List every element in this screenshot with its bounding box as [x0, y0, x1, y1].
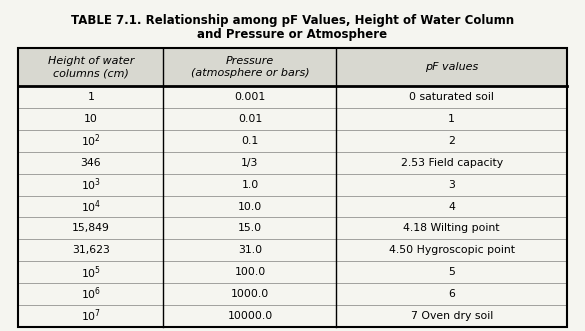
- Text: 2: 2: [448, 136, 455, 146]
- Text: 1000.0: 1000.0: [231, 289, 269, 299]
- Text: Height of water
columns (cm): Height of water columns (cm): [47, 56, 134, 78]
- Text: 10$^6$: 10$^6$: [81, 286, 101, 303]
- Text: 3: 3: [448, 180, 455, 190]
- Text: TABLE 7.1. Relationship among pF Values, Height of Water Column: TABLE 7.1. Relationship among pF Values,…: [71, 14, 514, 27]
- Text: and Pressure or Atmosphere: and Pressure or Atmosphere: [198, 28, 387, 41]
- Text: 31.0: 31.0: [238, 245, 262, 255]
- Text: 10$^5$: 10$^5$: [81, 264, 101, 281]
- Bar: [163, 48, 336, 86]
- Text: 10$^4$: 10$^4$: [81, 198, 101, 215]
- Text: 1.0: 1.0: [242, 180, 259, 190]
- Text: 10: 10: [84, 114, 98, 124]
- Text: 1: 1: [448, 114, 455, 124]
- Text: 7 Oven dry soil: 7 Oven dry soil: [411, 311, 493, 321]
- Bar: [336, 48, 567, 86]
- Text: 4.50 Hygroscopic point: 4.50 Hygroscopic point: [388, 245, 515, 255]
- Text: 10000.0: 10000.0: [228, 311, 273, 321]
- Text: 5: 5: [448, 267, 455, 277]
- Text: 10$^3$: 10$^3$: [81, 176, 101, 193]
- Text: 10$^7$: 10$^7$: [81, 308, 101, 324]
- Text: 0.01: 0.01: [238, 114, 262, 124]
- Text: Pressure
(atmosphere or bars): Pressure (atmosphere or bars): [191, 56, 309, 78]
- Text: 15,849: 15,849: [72, 223, 109, 233]
- Text: pF values: pF values: [425, 62, 479, 72]
- Text: 0.1: 0.1: [242, 136, 259, 146]
- Text: 346: 346: [80, 158, 101, 168]
- Text: 1: 1: [87, 92, 94, 102]
- Text: 1/3: 1/3: [241, 158, 259, 168]
- Text: 0 saturated soil: 0 saturated soil: [410, 92, 494, 102]
- Text: 100.0: 100.0: [235, 267, 266, 277]
- Text: 0.001: 0.001: [235, 92, 266, 102]
- Text: 15.0: 15.0: [238, 223, 262, 233]
- Text: 10$^2$: 10$^2$: [81, 132, 101, 149]
- Bar: [18, 48, 163, 86]
- Text: 4: 4: [448, 202, 455, 212]
- Text: 2.53 Field capacity: 2.53 Field capacity: [401, 158, 503, 168]
- Text: 4.18 Wilting point: 4.18 Wilting point: [404, 223, 500, 233]
- Text: 31,623: 31,623: [72, 245, 109, 255]
- Text: 10.0: 10.0: [238, 202, 262, 212]
- Text: 6: 6: [448, 289, 455, 299]
